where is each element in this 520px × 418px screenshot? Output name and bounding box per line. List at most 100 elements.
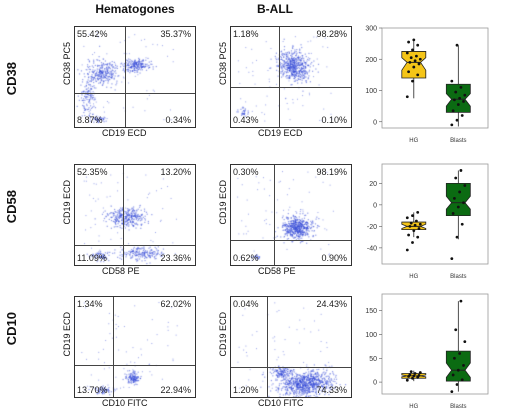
box-blasts: Blasts (445, 299, 471, 410)
flow-panel-hg-cd58: 52.35% 13.20% 11.09% 23.36% CD19 ECD CD58 PE (62, 160, 202, 280)
y-tick-label: -40 (367, 245, 377, 252)
data-point (455, 235, 459, 239)
category-label: Blasts (450, 274, 466, 280)
flow-panel-hg-cd38: 55.42% 35.37% 8.87% 0.34% CD38 PC5 CD19 ECD (62, 22, 202, 142)
flow-panel-hg-cd10: 1.34% 62.02% 13.70% 22.94% CD19 ECD CD10 FITC (62, 292, 202, 412)
notched-box (445, 350, 471, 382)
data-point (405, 51, 409, 55)
notched-box (401, 51, 427, 79)
x-axis-label: CD19 ECD (258, 128, 303, 138)
event-dots (231, 297, 351, 397)
y-axis-label: CD38 PC5 (218, 42, 228, 86)
quadrant-gate-horizontal (75, 93, 195, 94)
quadrant-percent-bl: 11.09% (77, 253, 107, 263)
boxplot-cd38: 300 200 100 0 HG Blasts (365, 26, 489, 144)
event-dots (231, 165, 351, 265)
data-point (411, 214, 414, 218)
quadrant-percent-br: 0.10% (321, 115, 347, 125)
flow-panel-ball-cd58: 0.30% 98.19% 0.62% 0.90% CD19 ECD CD58 PE (218, 160, 358, 280)
data-point (450, 123, 454, 127)
quadrant-percent-bl: 1.20% (233, 385, 259, 395)
quadrant-percent-tr: 62.02% (160, 299, 191, 309)
data-point (413, 372, 417, 375)
data-point (456, 205, 460, 209)
x-axis-label: CD58 PE (258, 266, 296, 276)
data-point (418, 57, 422, 61)
data-point (460, 222, 464, 226)
data-point (405, 378, 409, 382)
box-hg: HG (401, 38, 427, 144)
data-point (409, 221, 413, 225)
quadrant-gate-vertical (267, 297, 268, 397)
data-point (416, 210, 420, 214)
data-point (451, 109, 455, 113)
data-point (407, 233, 410, 237)
data-point (455, 383, 459, 386)
quadrant-percent-br: 0.34% (165, 115, 191, 125)
x-axis-label: CD19 ECD (102, 128, 147, 138)
y-tick-label: 0 (373, 380, 377, 387)
row-label-cd38: CD38 (4, 62, 19, 96)
scatter-plot-area: 1.34% 62.02% 13.70% 22.94% (74, 296, 196, 398)
quadrant-percent-tl: 1.18% (233, 29, 259, 39)
quadrant-percent-tl: 55.42% (77, 29, 108, 39)
data-point (405, 216, 409, 220)
data-point (451, 373, 455, 377)
x-axis-label: CD10 FITC (258, 398, 304, 408)
data-point (451, 212, 455, 215)
boxplot-cd58: 20 0 -20 -40 HG Blasts (367, 163, 489, 280)
data-point (411, 376, 414, 380)
plot-frame (381, 293, 489, 395)
data-point (463, 340, 467, 344)
category-label: HG (409, 274, 418, 280)
y-axis-label: CD19 ECD (62, 180, 72, 225)
quadrant-gate-horizontal (231, 87, 351, 88)
quadrant-percent-br: 23.36% (160, 253, 191, 263)
data-point (450, 79, 454, 83)
data-point (454, 176, 458, 180)
data-point (456, 103, 460, 106)
x-axis-label: CD10 FITC (102, 398, 148, 408)
quadrant-percent-tr: 24.43% (316, 299, 347, 309)
quadrant-percent-tl: 1.34% (77, 299, 103, 309)
data-point (462, 100, 465, 103)
data-point (412, 229, 416, 233)
quadrant-gate-horizontal (231, 367, 351, 368)
data-point (408, 224, 412, 228)
column-header-ball: B-ALL (257, 2, 293, 16)
y-tick-label: 20 (369, 181, 377, 188)
y-tick-label: 100 (365, 332, 377, 339)
quadrant-gate-horizontal (231, 240, 351, 241)
quadrant-percent-br: 74.33% (316, 385, 347, 395)
data-point (453, 356, 456, 360)
quadrant-percent-bl: 0.62% (233, 253, 259, 263)
data-point (454, 328, 458, 332)
data-point (454, 90, 458, 94)
quadrant-gate-vertical (113, 297, 115, 397)
quadrant-percent-br: 0.90% (321, 253, 347, 263)
data-point (459, 85, 463, 89)
data-point (411, 48, 414, 52)
scatter-plot-area: 52.35% 13.20% 11.09% 23.36% (74, 164, 196, 266)
data-point (462, 201, 465, 205)
data-point (411, 79, 414, 83)
data-point (412, 38, 416, 42)
y-tick-label: -20 (367, 224, 377, 231)
data-point (458, 190, 462, 194)
data-point (408, 373, 412, 376)
data-point (462, 364, 465, 367)
quadrant-percent-tr: 13.20% (160, 167, 191, 177)
y-axis-label: CD19 ECD (218, 180, 228, 225)
data-point (407, 70, 410, 74)
y-tick-label: 150 (365, 308, 377, 315)
data-point (463, 184, 467, 187)
data-point (455, 118, 459, 122)
y-axis-label: CD38 PC5 (62, 42, 72, 86)
category-label: Blasts (450, 138, 466, 144)
category-label: Blasts (450, 404, 466, 410)
event-dots (75, 27, 195, 127)
y-tick-label: 300 (365, 26, 377, 33)
quadrant-percent-tr: 35.37% (160, 29, 191, 39)
scatter-plot-area: 0.04% 24.43% 1.20% 74.33% (230, 296, 352, 398)
data-point (463, 93, 467, 97)
